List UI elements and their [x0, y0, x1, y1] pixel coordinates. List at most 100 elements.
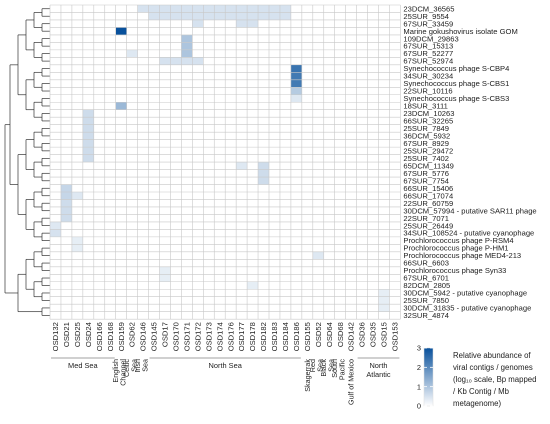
heatmap-cells: [50, 5, 390, 312]
row-label: 18SUR_3111: [403, 102, 447, 111]
heatmap-cell: [159, 266, 171, 275]
column-label: OSD145: [150, 322, 159, 351]
column-label: OSD52: [314, 322, 323, 347]
column-label: OSD171: [182, 322, 191, 351]
heatmap-cell: [378, 296, 390, 305]
column-label: OSD173: [204, 322, 213, 351]
heatmap-cell: [137, 5, 149, 13]
heatmap-cell: [60, 199, 72, 207]
group-label: North Sea: [209, 361, 243, 370]
row-label: 82DCM_2805: [403, 281, 450, 290]
row-label: Prochlorococcus phage Syn33: [403, 266, 506, 275]
heatmap-cell: [159, 12, 171, 20]
row-label: 30DCM_31835 - putative cyanophage: [403, 304, 531, 313]
group-label: Med Sea: [68, 361, 98, 370]
column-label: OSD142: [347, 322, 356, 351]
row-label: 67SUR_5776: [403, 169, 449, 178]
heatmap-cell: [148, 12, 160, 20]
heatmap-cell: [60, 206, 72, 215]
row-label: 22SUR_10116: [403, 87, 452, 96]
heatmap-cell: [82, 154, 94, 163]
heatmap-cell: [290, 64, 302, 73]
group-label: Celtic: [122, 359, 131, 377]
heatmap-cell: [225, 5, 237, 13]
heatmap-cell: [82, 132, 94, 140]
heatmap-cell: [192, 57, 204, 65]
row-label: 30DCM_57994 - putative SAR11 phage: [403, 206, 536, 215]
heatmap-cell: [170, 5, 182, 13]
heatmap-cell: [115, 27, 127, 35]
legend-tick-label: 3: [417, 344, 421, 353]
legend-tick-label: 0: [417, 402, 421, 411]
heatmap-cell: [279, 12, 291, 20]
row-label: 23DCM_10263: [403, 109, 454, 118]
row-label: 22SUR_60759: [403, 199, 453, 208]
legend-tick-label: 1: [417, 382, 421, 391]
row-label: 36DCM_5932: [403, 132, 450, 141]
heatmap-cell: [192, 5, 204, 13]
column-label: OSD24: [84, 322, 93, 347]
row-label: Prochlorococcus phage P-RSM4: [403, 236, 513, 245]
row-label: Synechococcus phage S-CBS1: [403, 79, 509, 88]
column-labels: OSD132 OSD21 OSD25 OSD24 OSD166 OSD168 OSD159 O…: [51, 322, 399, 351]
heatmap-cell: [258, 177, 269, 185]
row-label: Prochlorococcus phage P-HM1: [403, 244, 508, 253]
row-label: 32SUR_4874: [403, 311, 449, 320]
heatmap-cell: [181, 49, 193, 58]
heatmap-cell: [170, 12, 182, 20]
heatmap-cell: [170, 57, 182, 65]
column-label: OSD146: [139, 322, 148, 351]
legend-title-line: / Kb Contig / Mb: [453, 387, 510, 396]
row-label: 66SUR_17074: [403, 191, 453, 200]
legend-title-line: viral contigs / genomes: [453, 363, 533, 372]
group-label: Sea: [129, 359, 138, 372]
row-dendrogram: [4, 8, 50, 316]
heatmap-cell: [159, 274, 171, 282]
group-label: Channel: [118, 359, 127, 386]
heatmap-cell: [214, 5, 226, 13]
row-label: 65DCM_11349: [403, 161, 454, 170]
column-label: OSD170: [172, 322, 181, 351]
row-label: 34SUR_108524 - putative cyanophage: [403, 229, 534, 238]
column-label: OSD68: [336, 322, 345, 347]
heatmap-cell: [50, 229, 61, 237]
column-label: OSD62: [128, 322, 137, 347]
column-label: OSD15: [380, 322, 389, 347]
heatmap-cell: [269, 5, 280, 13]
column-label: OSD182: [259, 322, 268, 351]
heatmap-cell: [192, 19, 204, 28]
column-label: OSD184: [281, 322, 290, 351]
column-label: OSD64: [325, 322, 334, 347]
heatmap-cell: [247, 5, 259, 13]
group-label: South: [330, 359, 339, 378]
heatmap-cell: [247, 12, 259, 20]
row-label: 25SUR_7849: [403, 124, 449, 133]
row-label: 25SUR_9554: [403, 12, 449, 21]
group-label: Black: [319, 359, 328, 377]
row-label: 67SUR_15313: [403, 42, 453, 51]
heatmap-cell: [82, 139, 94, 148]
heatmap-cell: [258, 162, 269, 170]
heatmap-cell: [181, 42, 193, 50]
heatmap-cell: [82, 124, 94, 133]
column-label: OSD178: [248, 322, 257, 351]
row-label: Synechococcus phage S-CBP4: [403, 64, 509, 73]
group-label: Sea: [140, 359, 149, 372]
group-label: Pacific: [337, 359, 346, 381]
legend-title-line: (log₁₀ scale, Bp mapped: [453, 375, 536, 384]
heatmap-cell: [60, 214, 72, 222]
heatmap-cell: [181, 57, 193, 65]
heatmap-cell: [258, 12, 269, 20]
heatmap-cell: [214, 12, 226, 20]
heatmap-cell: [236, 19, 248, 28]
heatmap-cell: [71, 192, 83, 200]
heatmap-cell: [203, 12, 215, 20]
column-label: OSD35: [369, 322, 378, 347]
heatmap-cell: [159, 57, 171, 65]
heatmap-cell: [247, 281, 259, 290]
row-label: 67SUR_6701: [403, 274, 449, 283]
column-label: OSD21: [62, 322, 71, 347]
legend-colorbar: [423, 347, 434, 407]
